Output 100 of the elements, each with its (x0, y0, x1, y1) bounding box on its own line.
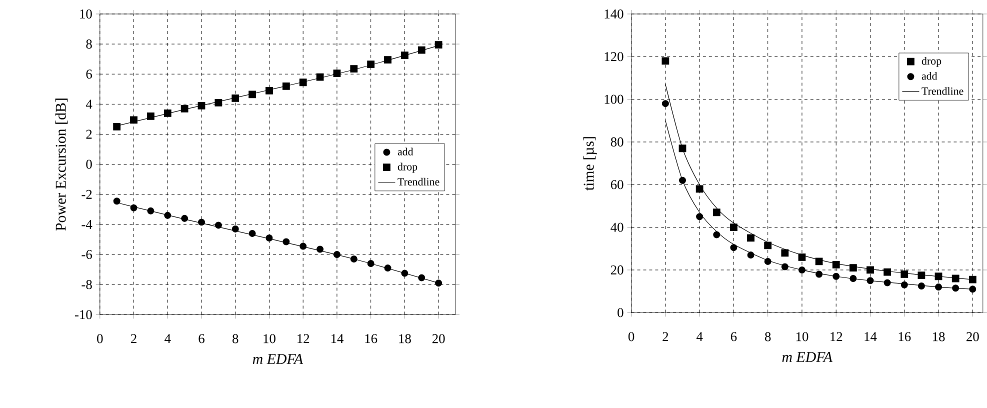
point (764, 242, 772, 250)
x-tick-label: 0 (628, 332, 634, 342)
x-tick-label: 2 (662, 332, 668, 342)
x-tick-label: 18 (399, 334, 411, 344)
point (181, 215, 188, 222)
point (679, 177, 686, 184)
point (781, 264, 788, 271)
x-tick-label: 10 (264, 334, 276, 344)
y-tick-label: -2 (82, 190, 92, 200)
x-tick-label: 4 (164, 334, 171, 344)
y-tick-label: -8 (82, 280, 92, 290)
point (147, 208, 154, 215)
point (935, 284, 942, 291)
legend-label: Trendline (398, 178, 440, 186)
point (164, 110, 172, 118)
y-tick-label: 0 (618, 308, 624, 318)
point (384, 264, 392, 272)
point (713, 232, 720, 239)
point (934, 272, 942, 280)
x-tick-label: 12 (298, 334, 310, 344)
point (130, 116, 138, 124)
y-tick-label: 40 (610, 223, 624, 232)
x-tick-label: 18 (932, 332, 945, 342)
x-tick-label: 8 (232, 334, 238, 344)
point (300, 242, 307, 250)
point (214, 99, 222, 107)
y-tick-label: 2 (86, 130, 92, 139)
point (164, 212, 172, 220)
x-tick-label: 0 (97, 334, 103, 344)
point (662, 100, 669, 108)
point (333, 70, 341, 78)
point (815, 258, 823, 266)
x-tick-label: 4 (696, 332, 703, 342)
point (866, 277, 874, 284)
point (435, 280, 442, 287)
point (401, 52, 408, 60)
point (884, 268, 892, 276)
legend-label: Trendline (922, 87, 964, 96)
point (401, 270, 408, 278)
point (730, 244, 738, 252)
point (900, 282, 908, 289)
y-tick-label: 8 (86, 40, 92, 49)
y-tick-label: 4 (86, 100, 92, 109)
x-tick-label: 2 (131, 334, 136, 344)
point (969, 286, 976, 293)
point (798, 254, 806, 262)
point (282, 82, 290, 90)
x-tick-label: 16 (898, 332, 911, 342)
point (248, 90, 256, 98)
y-tick-label: 6 (86, 70, 92, 79)
point (316, 74, 324, 82)
point (232, 94, 240, 102)
point (747, 234, 754, 242)
point (147, 112, 154, 120)
point (849, 264, 857, 272)
point (266, 87, 273, 95)
x-tick-label: 14 (864, 332, 877, 342)
point (384, 56, 392, 64)
point (130, 204, 138, 212)
y-tick-label: 120 (604, 52, 624, 62)
point (696, 185, 704, 193)
point (968, 276, 976, 284)
point (678, 144, 686, 152)
point (299, 78, 307, 86)
point (350, 256, 358, 263)
point (696, 213, 704, 220)
point (832, 261, 840, 269)
point (113, 123, 121, 131)
point (918, 282, 925, 290)
point (866, 266, 874, 274)
point (662, 57, 670, 65)
y-tick-label: -6 (82, 250, 92, 260)
x-tick-label: 10 (796, 332, 808, 342)
legend-label: add (922, 72, 938, 80)
point (747, 252, 754, 259)
point (418, 46, 426, 54)
x-tick-label: 14 (331, 334, 344, 344)
y-tick-label: 80 (610, 138, 624, 147)
y-tick-label: 60 (610, 180, 624, 190)
y-tick-label: 0 (86, 160, 92, 170)
y-axis-title: Power Excursion [dB] (55, 98, 68, 231)
point (918, 272, 926, 280)
point (712, 208, 720, 216)
point (952, 284, 960, 292)
x-tick-label: 6 (730, 332, 737, 342)
point (730, 224, 738, 232)
point (198, 102, 206, 110)
x-tick-label: 12 (830, 332, 842, 342)
point (113, 198, 120, 205)
point (418, 274, 426, 282)
point (266, 234, 273, 242)
point (900, 270, 908, 278)
x-axis-title: m EDFA (782, 352, 833, 362)
y-tick-label: 100 (604, 95, 624, 104)
y-tick-label: -10 (74, 310, 92, 320)
point (781, 249, 789, 257)
point (764, 258, 772, 266)
legend-label: drop (398, 163, 418, 173)
x-tick-label: 20 (432, 334, 445, 344)
point (350, 65, 358, 73)
